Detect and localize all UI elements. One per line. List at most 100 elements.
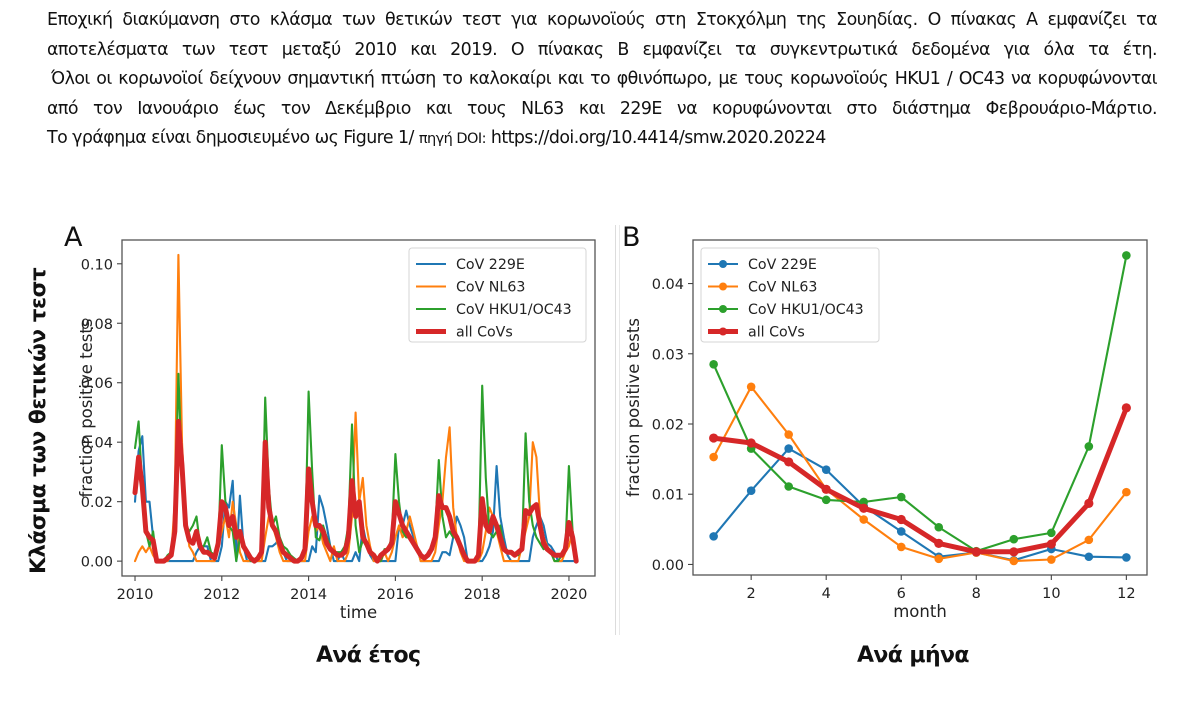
data-point bbox=[709, 360, 718, 369]
y-tick-label: 0.04 bbox=[81, 436, 113, 452]
data-point bbox=[1047, 528, 1056, 538]
data-point bbox=[746, 438, 756, 448]
x-tick-label: 8 bbox=[972, 586, 981, 602]
caption-source-line: Το γράφημα είναι δημοσιευμένο ως Figure … bbox=[47, 124, 1157, 155]
legend-item: all CoVs bbox=[416, 325, 513, 341]
data-point bbox=[1084, 498, 1094, 508]
source-label: πηγή DOI: bbox=[418, 131, 487, 147]
legend-item: CoV NL63 bbox=[708, 280, 817, 296]
data-point bbox=[896, 514, 906, 525]
series-all-covs bbox=[132, 418, 579, 564]
y-tick-label: 0.03 bbox=[652, 347, 684, 363]
data-point bbox=[971, 547, 981, 557]
data-point bbox=[1046, 539, 1056, 549]
x-tick-label: 2014 bbox=[290, 587, 327, 603]
series-line bbox=[712, 447, 1128, 562]
x-tick-label: 10 bbox=[1042, 586, 1060, 602]
y-tick-label: 0.10 bbox=[81, 257, 113, 273]
series-cov-nl63 bbox=[133, 253, 578, 563]
panel-a-letter: A bbox=[64, 222, 83, 253]
data-point bbox=[784, 482, 793, 491]
data-point bbox=[1009, 556, 1019, 566]
data-point bbox=[1084, 535, 1094, 545]
legend-label: CoV NL63 bbox=[748, 280, 817, 296]
x-tick-label: 2010 bbox=[117, 587, 154, 603]
data-point bbox=[1122, 251, 1131, 260]
legend-marker bbox=[719, 260, 727, 268]
legend-label: CoV HKU1/OC43 bbox=[456, 302, 572, 318]
data-point bbox=[859, 515, 869, 524]
data-point bbox=[1009, 547, 1019, 557]
data-point bbox=[709, 452, 718, 462]
y-tick-label: 0.02 bbox=[652, 418, 684, 434]
data-point bbox=[821, 495, 831, 505]
legend-item: CoV 229E bbox=[708, 257, 817, 273]
data-point bbox=[1122, 487, 1131, 497]
series-line bbox=[712, 254, 1128, 553]
y-tick-label: 0.00 bbox=[81, 555, 113, 571]
legend-label: CoV NL63 bbox=[456, 280, 525, 296]
series-line bbox=[711, 405, 1129, 555]
data-point bbox=[1084, 552, 1094, 562]
x-axis-label: time bbox=[340, 603, 377, 622]
legend-marker bbox=[719, 327, 727, 336]
source-doi-link[interactable]: https://doi.org/10.4414/smw.2020.20224 bbox=[490, 128, 826, 148]
y-tick-label: 0.04 bbox=[652, 277, 684, 293]
data-point bbox=[784, 444, 793, 453]
series-all-covs bbox=[709, 403, 1131, 557]
y-tick-label: 0.06 bbox=[81, 376, 113, 392]
data-point bbox=[896, 492, 906, 502]
data-point bbox=[1122, 553, 1131, 562]
legend-label: CoV HKU1/OC43 bbox=[748, 302, 864, 318]
legend-marker bbox=[719, 282, 727, 291]
data-point bbox=[1047, 555, 1056, 564]
legend-item: all CoVs bbox=[708, 325, 805, 341]
panel-b-bottom-label: Ανά μήνα bbox=[857, 643, 970, 668]
series-line bbox=[133, 253, 578, 563]
y-tick-label: 0.00 bbox=[652, 558, 684, 574]
data-point bbox=[784, 430, 793, 439]
caption-paragraph-1: Εποχική διακύμανση στο κλάσμα των θετικώ… bbox=[47, 10, 1158, 60]
panel-a-bottom-label: Ανά έτος bbox=[316, 643, 421, 668]
legend: CoV 229E CoV NL63 CoV HKU1/OC43 all CoVs bbox=[408, 247, 587, 343]
legend-item: CoV 229E bbox=[416, 257, 525, 273]
y-tick-label: 0.02 bbox=[81, 495, 113, 511]
x-tick-label: 2012 bbox=[203, 587, 240, 603]
y-axis-label: fraction positive tests bbox=[624, 318, 643, 497]
x-tick-label: 2016 bbox=[377, 587, 414, 603]
legend-item: CoV NL63 bbox=[416, 280, 525, 296]
x-tick-label: 2 bbox=[747, 586, 756, 602]
x-tick-label: 6 bbox=[897, 586, 906, 602]
data-point bbox=[746, 382, 756, 392]
x-tick-label: 4 bbox=[822, 586, 831, 602]
data-point bbox=[934, 554, 944, 564]
data-point bbox=[821, 484, 831, 494]
legend-marker bbox=[719, 305, 727, 313]
panel-b-letter: B bbox=[622, 222, 641, 253]
data-point bbox=[896, 527, 906, 536]
y-tick-label: 0.08 bbox=[81, 317, 113, 333]
data-point bbox=[709, 433, 719, 443]
data-point bbox=[859, 503, 869, 513]
legend-label: CoV 229E bbox=[748, 257, 817, 273]
data-point bbox=[746, 486, 756, 496]
panel-divider bbox=[615, 225, 620, 635]
legend: CoV 229E CoV NL63 CoV HKU1/OC43 all CoVs bbox=[700, 247, 880, 343]
x-tick-label: 2018 bbox=[464, 587, 501, 603]
caption-paragraph-2: Όλοι οι κορωνοϊοί δείχνουν σημαντική πτώ… bbox=[47, 69, 1158, 119]
data-point bbox=[859, 497, 869, 507]
data-point bbox=[821, 465, 831, 474]
data-point bbox=[1084, 442, 1094, 451]
legend-label: all CoVs bbox=[456, 325, 513, 341]
source-prefix: Το γράφημα είναι δημοσιευμένο ως Figure … bbox=[47, 128, 414, 148]
legend-label: all CoVs bbox=[748, 325, 805, 341]
legend-label: CoV 229E bbox=[456, 257, 525, 273]
data-point bbox=[709, 532, 718, 541]
data-point bbox=[1009, 534, 1019, 544]
series-line bbox=[712, 385, 1128, 563]
series-line bbox=[132, 418, 579, 564]
x-tick-label: 12 bbox=[1117, 586, 1135, 602]
legend-box bbox=[408, 247, 587, 343]
